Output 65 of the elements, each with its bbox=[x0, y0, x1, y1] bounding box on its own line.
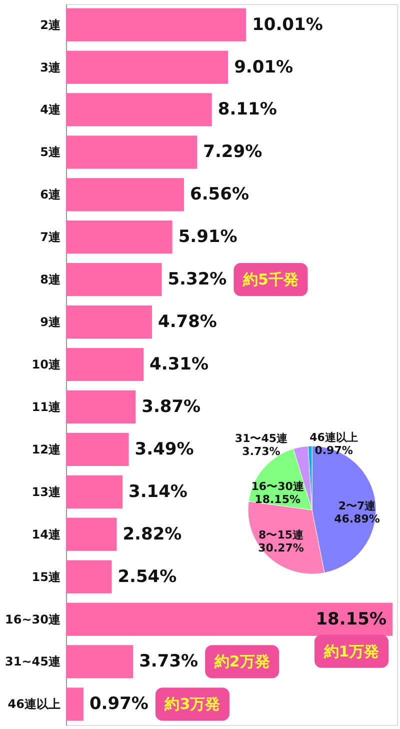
bar bbox=[66, 475, 122, 508]
y-tick-label: 3連 bbox=[40, 60, 62, 74]
slice-label: 16〜30連 bbox=[251, 480, 305, 494]
y-tick-label: 16~30連 bbox=[5, 612, 62, 626]
data-label: 9.01% bbox=[234, 57, 294, 78]
data-label: 2.82% bbox=[122, 524, 182, 544]
slice-label: 8〜15連 bbox=[258, 528, 304, 542]
data-label: 0.97% bbox=[314, 444, 353, 458]
y-tick-label: 2連 bbox=[40, 18, 62, 32]
y-tick-label: 31~45連 bbox=[5, 654, 62, 669]
data-label: 0.97% bbox=[89, 694, 148, 714]
data-label: 3.73% bbox=[242, 445, 280, 458]
data-label: 3.49% bbox=[134, 439, 194, 460]
y-tick-label: 13連 bbox=[32, 484, 62, 499]
data-label: 6.56% bbox=[190, 184, 249, 205]
data-label: 3.87% bbox=[142, 396, 201, 417]
annotation: 約3万発 bbox=[164, 695, 220, 714]
bar bbox=[66, 348, 144, 382]
y-tick-label: 6連 bbox=[40, 188, 62, 202]
y-tick-label: 8連 bbox=[40, 272, 62, 287]
annotation: 約5千発 bbox=[242, 270, 298, 289]
data-label: 46.89% bbox=[334, 512, 380, 526]
bar bbox=[66, 602, 393, 636]
y-tick-label: 11連 bbox=[32, 400, 62, 414]
bar bbox=[66, 93, 212, 126]
bar bbox=[66, 560, 112, 594]
data-label: 2.54% bbox=[118, 566, 177, 587]
data-label: 4.31% bbox=[150, 354, 209, 374]
slice-label: 31〜45連 bbox=[234, 432, 289, 446]
data-label: 18.15% bbox=[316, 609, 387, 630]
slice-label: 2〜7連 bbox=[338, 500, 377, 513]
y-tick-label: 7連 bbox=[40, 230, 62, 244]
y-tick-label: 5連 bbox=[40, 145, 62, 160]
y-tick-label: 15連 bbox=[32, 570, 62, 584]
data-label: 3.14% bbox=[128, 482, 188, 502]
bar bbox=[66, 263, 162, 296]
bar bbox=[66, 8, 246, 42]
slice-label: 46連以上 bbox=[310, 431, 358, 444]
data-label: 7.29% bbox=[203, 142, 262, 162]
bar bbox=[66, 136, 198, 169]
bar bbox=[66, 50, 228, 84]
bar bbox=[66, 518, 117, 551]
annotation: 約2万発 bbox=[213, 652, 270, 671]
bar bbox=[66, 390, 136, 424]
data-label: 10.01% bbox=[252, 14, 323, 35]
data-label: 30.27% bbox=[258, 542, 304, 555]
data-label: 4.78% bbox=[158, 312, 217, 332]
bar bbox=[66, 178, 184, 212]
bar bbox=[66, 432, 129, 466]
bar bbox=[66, 688, 84, 721]
bar bbox=[66, 305, 152, 339]
bar bbox=[66, 645, 134, 678]
annotation: 約1万発 bbox=[322, 642, 380, 660]
data-label: 3.73% bbox=[139, 652, 198, 672]
data-label: 5.32% bbox=[168, 270, 227, 290]
y-tick-label: 14連 bbox=[32, 527, 62, 542]
y-tick-label: 4連 bbox=[40, 102, 62, 117]
data-label: 8.11% bbox=[218, 100, 277, 120]
data-label: 5.91% bbox=[178, 227, 238, 248]
bar bbox=[66, 220, 172, 254]
y-tick-label: 12連 bbox=[32, 442, 62, 456]
y-tick-label: 9連 bbox=[40, 315, 62, 330]
y-tick-label: 10連 bbox=[32, 358, 62, 372]
y-tick-label: 46連以上 bbox=[8, 697, 60, 712]
data-label: 18.15% bbox=[254, 493, 300, 506]
